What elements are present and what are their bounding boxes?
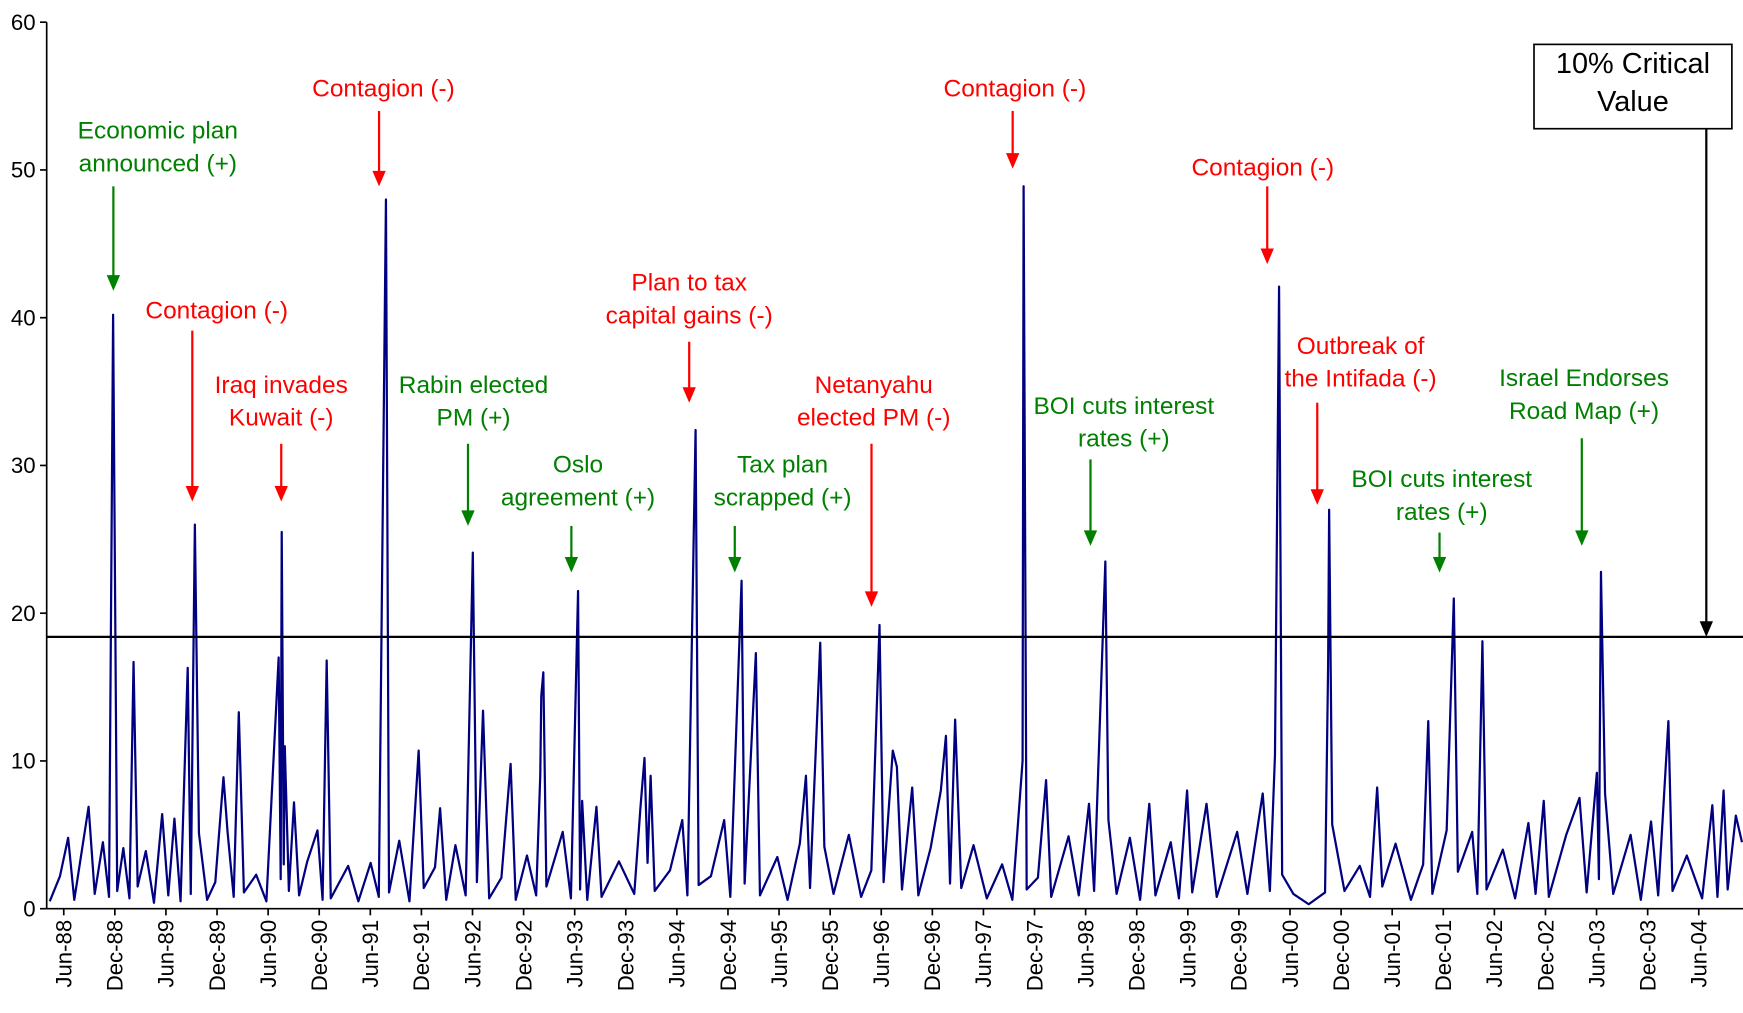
critical-label: 10% Critical [1556,48,1710,80]
x-tick-label: Jun-88 [52,920,77,988]
arrow-head [864,591,879,607]
x-tick-label: Jun-94 [665,920,690,988]
annotation-text: agreement (+) [501,484,655,511]
annotation-text: rates (+) [1396,499,1488,526]
annotation-text: elected PM (-) [797,405,951,432]
arrow-head [1006,153,1020,169]
x-tick-label: Dec-91 [409,920,434,992]
y-tick-label: 20 [11,601,36,626]
annotation-text: Contagion (-) [312,76,455,103]
annotation-text: Plan to tax [631,270,747,297]
y-tick-label: 30 [11,453,36,478]
annotation-text: Contagion (-) [145,297,288,324]
x-tick-label: Dec-99 [1227,920,1252,992]
annotation-text: BOI cuts interest [1351,466,1532,493]
x-tick-label: Dec-88 [103,920,128,992]
x-tick-label: Dec-94 [716,920,741,992]
x-tick-label: Dec-95 [818,920,843,992]
y-tick-label: 10 [11,749,36,774]
arrow-head [372,170,386,187]
annotation-text: scrapped (+) [714,484,852,511]
annotation-text: BOI cuts interest [1033,393,1214,420]
annotation-text: Netanyahu [815,372,933,399]
annotation-text: the Intifada (-) [1285,366,1437,393]
x-tick-label: Jun-89 [154,920,179,988]
critical-box [1533,43,1733,130]
annotation-text: rates (+) [1078,426,1170,453]
y-tick-label: 0 [23,896,35,921]
annotation-text: Tax plan [737,452,828,479]
x-tick-label: Dec-97 [1022,920,1047,992]
x-tick-label: Dec-96 [920,920,945,992]
annotation-text: Iraq invades [215,372,348,399]
annotation-text: Kuwait (-) [229,405,334,432]
x-tick-label: Jun-01 [1380,920,1405,988]
arrow-head [185,485,199,502]
arrow-head [1260,248,1274,265]
y-tick-label: 40 [11,305,36,330]
arrow-head [106,275,121,291]
annotation-text: PM (+) [437,405,511,432]
x-tick-label: Jun-97 [971,920,996,988]
x-tick-label: Jun-02 [1482,920,1507,988]
x-tick-label: Jun-96 [869,920,894,988]
x-tick-label: Dec-89 [205,920,230,992]
arrow-head [461,510,475,526]
x-tick-label: Jun-95 [767,920,792,988]
data-line [48,185,1743,906]
annotation-text: Israel Endorses [1499,365,1669,392]
arrow-head [1699,621,1713,637]
x-tick-label: Dec-93 [614,920,639,992]
x-tick-label: Dec-00 [1329,920,1354,992]
x-tick-label: Jun-93 [562,920,587,988]
arrow-head [1083,530,1098,546]
annotation-text: Outbreak of [1297,333,1425,360]
x-tick-label: Dec-03 [1635,920,1660,992]
arrow-head [1575,530,1589,546]
arrow-head [274,485,288,502]
arrow-head [1310,489,1324,505]
annotation-text: Rabin elected [399,372,548,399]
x-tick-label: Jun-91 [358,920,383,988]
x-tick-label: Dec-98 [1124,920,1149,992]
x-tick-label: Dec-02 [1533,920,1558,992]
annotation-text: Oslo [553,452,603,479]
critical-label: Value [1597,86,1669,118]
x-tick-label: Dec-90 [307,920,332,992]
annotation-text: Contagion (-) [1191,154,1334,181]
y-tick-label: 50 [11,158,36,183]
x-tick-label: Jun-92 [460,920,485,988]
x-tick-label: Dec-01 [1431,920,1456,992]
y-tick-label: 60 [11,10,36,35]
x-tick-label: Jun-00 [1278,920,1303,988]
x-tick-label: Jun-90 [256,920,281,988]
arrow-head [1432,556,1447,573]
x-tick-label: Jun-99 [1176,920,1201,988]
arrow-head [564,556,579,573]
annotation-text: Road Map (+) [1509,398,1659,425]
annotation-text: announced (+) [79,150,237,177]
arrow-head [728,556,742,573]
x-tick-label: Jun-04 [1687,920,1712,988]
annotation-text: Contagion (-) [944,76,1087,103]
annotation-text: capital gains (-) [606,302,773,329]
arrow-head [682,387,696,403]
x-tick-label: Jun-98 [1073,920,1098,988]
x-tick-label: Dec-92 [511,920,536,992]
annotation-text: Economic plan [78,118,238,145]
x-tick-label: Jun-03 [1584,920,1609,988]
